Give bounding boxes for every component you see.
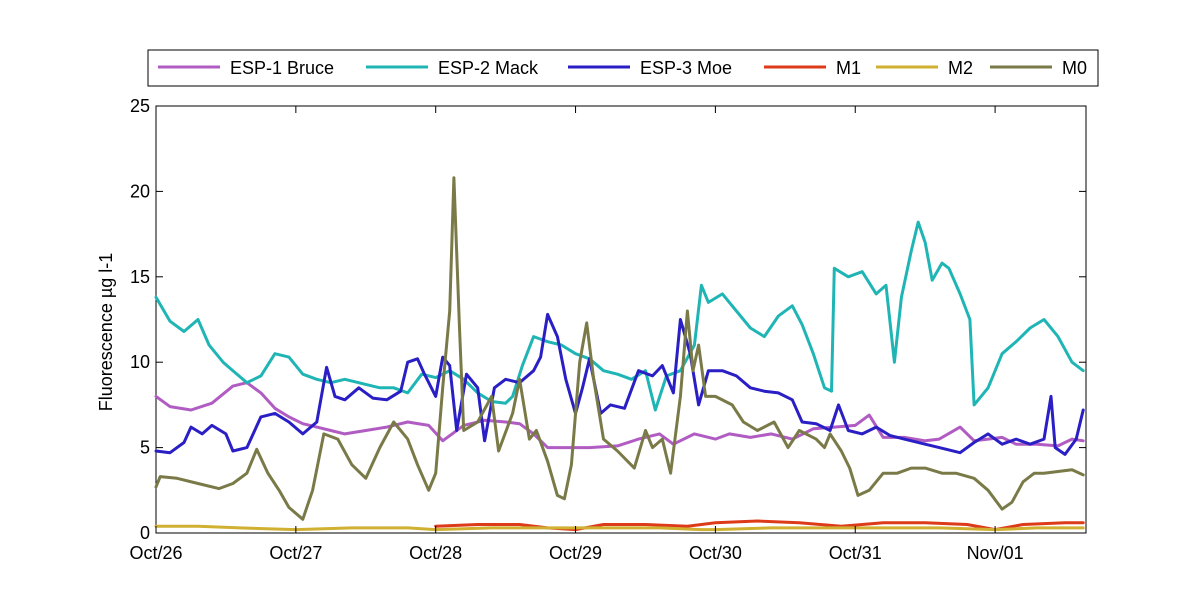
legend: ESP-1 Bruce ESP-2 Mack ESP-3 Moe M1 M2 M0 bbox=[147, 49, 1099, 87]
x-tick-label: Oct/27 bbox=[269, 543, 322, 563]
legend-label: M2 bbox=[948, 58, 973, 78]
series-line-esp-3-moe bbox=[154, 312, 1085, 456]
legend-item-m1: M1 bbox=[764, 58, 861, 78]
legend-item-esp-3-moe: ESP-3 Moe bbox=[568, 58, 732, 78]
y-tick-label: 10 bbox=[130, 352, 150, 372]
series-line-m0 bbox=[154, 176, 1085, 521]
legend-label: M0 bbox=[1062, 58, 1087, 78]
legend-item-esp-1-bruce: ESP-1 Bruce bbox=[158, 58, 334, 78]
y-tick-label: 20 bbox=[130, 181, 150, 201]
x-tick-label: Oct/31 bbox=[829, 543, 882, 563]
y-tick-label: 0 bbox=[140, 523, 150, 543]
y-axis-label: Fluorescence µg l-1 bbox=[96, 253, 116, 411]
plot-frame bbox=[155, 105, 1087, 534]
y-tick-label: 25 bbox=[130, 96, 150, 116]
x-tick-label: Nov/01 bbox=[967, 543, 1024, 563]
legend-label: ESP-1 Bruce bbox=[230, 58, 334, 78]
x-tick-label: Oct/28 bbox=[409, 543, 462, 563]
x-tick-label: Oct/29 bbox=[549, 543, 602, 563]
x-tick-label: Oct/26 bbox=[129, 543, 182, 563]
legend-item-m0: M0 bbox=[990, 58, 1087, 78]
legend-label: ESP-3 Moe bbox=[640, 58, 732, 78]
x-tick-label: Oct/30 bbox=[689, 543, 742, 563]
y-tick-label: 15 bbox=[130, 267, 150, 287]
series-line-esp-1-bruce bbox=[154, 381, 1085, 450]
y-tick-label: 5 bbox=[140, 438, 150, 458]
plot-area: 0 5 10 15 20 25 Oct/26 Oct/27 Oct/28 Oct/29 Oct/3… bbox=[129, 96, 1087, 563]
series-line-m2 bbox=[154, 524, 1085, 532]
legend-item-esp-2-mack: ESP-2 Mack bbox=[366, 58, 539, 78]
legend-item-m2: M2 bbox=[876, 58, 973, 78]
legend-label: ESP-2 Mack bbox=[438, 58, 539, 78]
legend-label: M1 bbox=[836, 58, 861, 78]
